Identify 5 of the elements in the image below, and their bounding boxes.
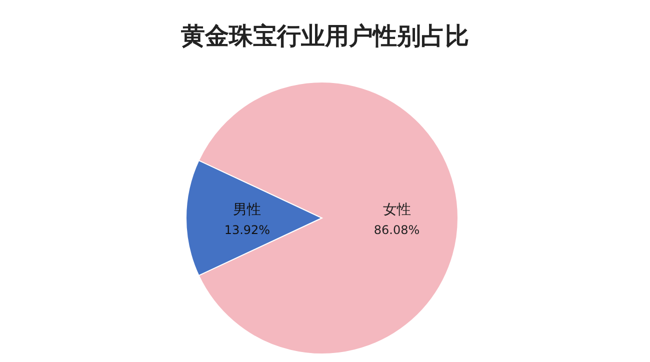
data-label: 86.08% <box>374 223 420 237</box>
slice-label: 男性 <box>233 202 262 218</box>
chart-title: 黄金珠宝行业用户性别占比 <box>180 22 469 50</box>
slice-label: 女性 <box>382 202 411 218</box>
data-label: 13.92% <box>224 223 270 237</box>
